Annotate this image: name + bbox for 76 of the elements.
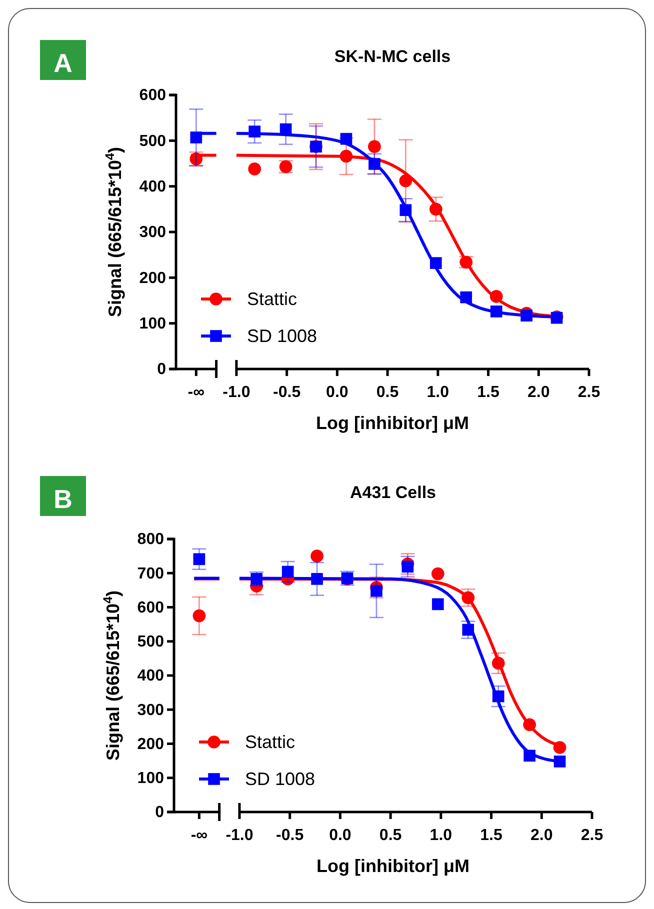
point <box>399 174 412 188</box>
y-tick-label: 300 <box>139 224 166 242</box>
y-tick-label: 300 <box>137 702 164 719</box>
point <box>553 741 566 754</box>
point <box>430 257 442 269</box>
point <box>193 553 206 566</box>
point <box>368 158 380 170</box>
y-tick-label: 0 <box>155 804 164 822</box>
x-tick-label: -0.5 <box>273 384 301 401</box>
point <box>368 140 381 154</box>
chart-title: SK-N-MC cells <box>334 47 451 66</box>
point <box>248 162 262 176</box>
x-tick-label: 1.5 <box>480 827 502 844</box>
point <box>492 656 505 670</box>
point <box>490 306 502 318</box>
y-tick-label: 200 <box>139 270 166 287</box>
y-tick-label: 700 <box>137 565 164 582</box>
x-axis-title: Log [inhibitor] μM <box>316 856 470 876</box>
chart-title: A431 Cells <box>350 483 436 502</box>
x-tick-label: -0.5 <box>276 827 304 844</box>
x-tick-label: 2.0 <box>528 384 550 401</box>
x-tick-label: 1.0 <box>426 384 450 401</box>
y-tick-label: 600 <box>137 599 164 616</box>
point <box>432 598 444 610</box>
text: A <box>54 48 73 78</box>
x-tick-label: 0.0 <box>329 827 352 844</box>
x-tick-label: -1.0 <box>222 384 250 401</box>
legend-label: Stattic <box>245 732 296 752</box>
point <box>490 290 503 303</box>
point <box>460 291 472 304</box>
point <box>311 573 323 585</box>
y-tick-label: 400 <box>139 178 166 196</box>
point <box>402 560 414 573</box>
x-tick-label: -∞ <box>190 827 208 844</box>
point <box>280 123 292 136</box>
point <box>370 584 382 597</box>
y-tick-label: 500 <box>139 132 166 150</box>
x-axis-title: Log [inhibitor] μM <box>316 413 469 433</box>
point <box>520 310 532 322</box>
y-tick-label: 800 <box>137 531 164 548</box>
y-tick-label: 400 <box>137 668 164 685</box>
point <box>431 567 444 580</box>
point <box>192 609 206 622</box>
legend-label: Stattic <box>247 289 298 309</box>
legend-label: SD 1008 <box>245 769 316 789</box>
text: B <box>54 484 72 514</box>
x-tick-label: -∞ <box>188 384 205 401</box>
x-tick-label: -1.0 <box>226 827 254 844</box>
point <box>190 132 202 144</box>
y-tick-label: 600 <box>139 87 166 104</box>
x-tick-label: 2.5 <box>578 384 600 401</box>
x-tick-label: 0.0 <box>326 384 348 401</box>
x-tick-label: 1.5 <box>477 384 500 401</box>
point <box>524 750 536 762</box>
y-tick-label: 200 <box>137 736 164 753</box>
point <box>429 202 442 216</box>
point <box>282 566 294 578</box>
y-tick-label: 100 <box>139 315 166 332</box>
point <box>492 690 504 702</box>
point <box>400 204 412 216</box>
point <box>554 756 566 768</box>
point <box>248 126 260 138</box>
y-tick-label: 100 <box>137 770 164 787</box>
x-tick-label: 0.5 <box>376 384 399 401</box>
legend-label: SD 1008 <box>247 326 318 346</box>
point <box>340 132 352 145</box>
x-tick-label: 2.5 <box>580 827 604 844</box>
x-tick-label: 1.0 <box>430 827 452 844</box>
y-tick-label: 0 <box>157 361 166 378</box>
point <box>310 550 324 562</box>
point <box>523 718 536 732</box>
x-tick-label: 0.5 <box>379 827 402 844</box>
point <box>462 624 474 636</box>
y-tick-label: 500 <box>137 633 164 650</box>
point <box>340 150 353 163</box>
x-tick-label: 2.0 <box>530 827 553 844</box>
